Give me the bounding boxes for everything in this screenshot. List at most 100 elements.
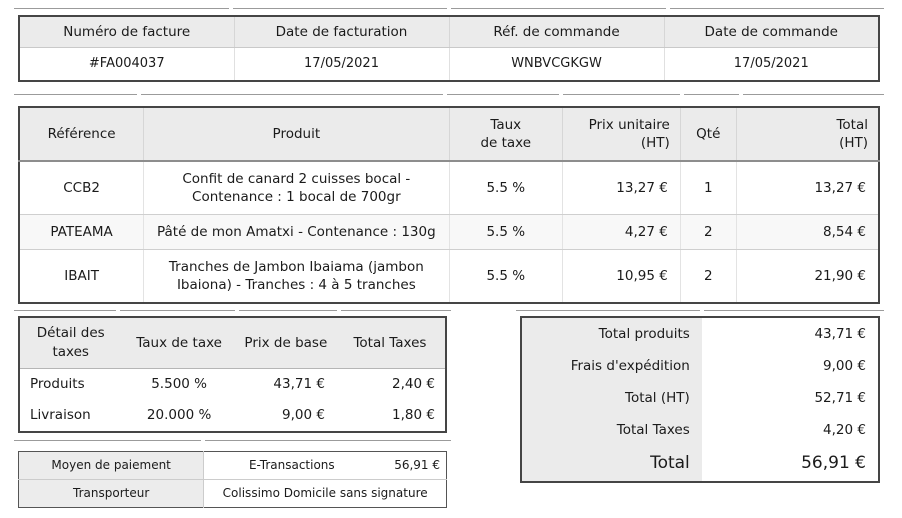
order-date-header: Date de commande	[664, 16, 879, 48]
product-description: Confit de canard 2 cuisses bocal - Conte…	[143, 161, 450, 215]
carrier-row: Transporteur Colissimo Domicile sans sig…	[18, 479, 447, 508]
tax-detail-row: Livraison 20.000 % 9,00 € 1,80 €	[19, 400, 446, 432]
tax-row-rate: 20.000 %	[146, 407, 212, 423]
rule-segment	[683, 94, 739, 95]
qty-header: Qté	[680, 107, 737, 162]
product-tax-rate: 5.5 %	[449, 161, 564, 215]
rule-segment	[669, 8, 884, 9]
rule-segment	[742, 94, 884, 95]
grand-total-value: 56,91 €	[801, 453, 866, 473]
tax-details-header-row: Détail des taxes Taux de taxe Prix de ba…	[19, 317, 446, 369]
reference-header: Référence	[19, 107, 145, 162]
base-price-header: Prix de base	[236, 317, 335, 369]
invoice-info-value-row: #FA004037 17/05/2021 WNBVCGKGW 17/05/202…	[19, 47, 879, 81]
table-top-rule	[14, 440, 451, 441]
tax-details-title: Détail des taxes	[19, 317, 122, 369]
total-taxes-value: 4,20 €	[823, 422, 866, 438]
product-row: CCB2 Confit de canard 2 cuisses bocal - …	[19, 161, 879, 215]
bottom-right-column: Total produits 43,71 € Frais d'expéditio…	[516, 310, 884, 508]
invoice-number-value: #FA004037	[19, 47, 235, 81]
payment-method-value: E-Transactions	[203, 451, 380, 480]
totals-row: Frais d'expédition 9,00 €	[521, 350, 879, 382]
total-header: Total (HT)	[736, 107, 879, 162]
tax-detail-row: Produits 5.500 % 43,71 € 2,40 €	[19, 369, 446, 401]
tax-rate-header: Taux de taxe	[121, 317, 237, 369]
rule-segment	[14, 94, 138, 95]
product-qty: 2	[680, 249, 737, 303]
product-unit-price: 10,95 €	[562, 249, 681, 303]
product-tax-rate: 5.5 %	[449, 249, 564, 303]
rule-segment	[14, 8, 229, 9]
rule-segment	[14, 440, 202, 441]
order-ref-header: Réf. de commande	[449, 16, 665, 48]
total-products-value: 43,71 €	[814, 326, 866, 342]
table-top-rule	[14, 94, 884, 95]
unit-price-header: Prix unitaire (HT)	[562, 107, 681, 162]
invoice-number-header: Numéro de facture	[19, 16, 235, 48]
tax-row-total: 1,80 €	[392, 407, 435, 423]
shipping-fees-label: Frais d'expédition	[521, 350, 702, 382]
invoice-page: Numéro de facture Date de facturation Ré…	[14, 8, 884, 508]
product-description: Pâté de mon Amatxi - Contenance : 130g	[143, 214, 450, 250]
product-header: Produit	[143, 107, 450, 162]
product-tax-rate: 5.5 %	[449, 214, 564, 250]
products-header-row: Référence Produit Taux de taxe Prix unit…	[19, 107, 879, 162]
product-row: IBAIT Tranches de Jambon Ibaiama (jambon…	[19, 249, 879, 303]
rule-segment	[447, 94, 560, 95]
total-taxes-header: Total Taxes	[334, 317, 446, 369]
tax-details-table: Détail des taxes Taux de taxe Prix de ba…	[18, 316, 447, 433]
product-total: 21,90 €	[814, 268, 866, 284]
rule-segment	[451, 8, 666, 9]
product-reference: PATEAMA	[19, 214, 145, 250]
payment-method-row: Moyen de paiement E-Transactions 56,91 €	[18, 451, 447, 480]
product-description: Tranches de Jambon Ibaiama (jambon Ibaio…	[143, 249, 450, 303]
total-ht-label: Total (HT)	[521, 382, 702, 414]
product-qty: 1	[680, 161, 737, 215]
tax-row-label: Livraison	[30, 407, 91, 423]
total-ht-value: 52,71 €	[814, 390, 866, 406]
product-total: 8,54 €	[736, 214, 879, 250]
product-row: PATEAMA Pâté de mon Amatxi - Contenance …	[19, 214, 879, 250]
tax-row-rate: 5.500 %	[151, 376, 207, 392]
payment-table: Moyen de paiement E-Transactions 56,91 €…	[18, 451, 447, 508]
rule-segment	[563, 94, 680, 95]
tax-row-base: 43,71 €	[273, 376, 325, 392]
payment-method-label: Moyen de paiement	[18, 451, 205, 480]
invoice-date-header: Date de facturation	[234, 16, 450, 48]
rule-segment	[516, 310, 700, 311]
rule-segment	[141, 94, 443, 95]
rule-segment	[340, 310, 451, 311]
tax-row-total: 2,40 €	[392, 376, 435, 392]
rule-segment	[205, 440, 451, 441]
order-ref-value: WNBVCGKGW	[449, 47, 665, 81]
rule-segment	[232, 8, 447, 9]
totals-row: Total (HT) 52,71 €	[521, 382, 879, 414]
payment-amount: 56,91 €	[379, 451, 447, 480]
grand-total-row: Total 56,91 €	[521, 446, 879, 482]
product-unit-price: 13,27 €	[562, 161, 681, 215]
invoice-info-header-row: Numéro de facture Date de facturation Ré…	[19, 16, 879, 48]
bottom-section: Détail des taxes Taux de taxe Prix de ba…	[14, 310, 884, 508]
rule-segment	[14, 310, 116, 311]
products-table: Référence Produit Taux de taxe Prix unit…	[18, 106, 880, 304]
product-total: 13,27 €	[736, 161, 879, 215]
order-date-value: 17/05/2021	[733, 56, 809, 71]
tax-row-base: 9,00 €	[282, 407, 325, 423]
tax-row-label: Produits	[30, 376, 85, 392]
totals-row: Total Taxes 4,20 €	[521, 414, 879, 446]
product-unit-price: 4,27 €	[562, 214, 681, 250]
invoice-date-value: 17/05/2021	[234, 47, 450, 81]
tax-rate-header: Taux de taxe	[449, 107, 564, 162]
total-taxes-label: Total Taxes	[521, 414, 702, 446]
product-reference: CCB2	[19, 161, 145, 215]
carrier-value: Colissimo Domicile sans signature	[222, 486, 428, 500]
table-top-rule	[516, 310, 884, 311]
table-top-rule	[14, 8, 884, 9]
total-products-label: Total produits	[521, 317, 702, 350]
shipping-fees-value: 9,00 €	[823, 358, 866, 374]
totals-table: Total produits 43,71 € Frais d'expéditio…	[520, 316, 880, 483]
rule-segment	[703, 310, 884, 311]
product-qty: 2	[680, 214, 737, 250]
table-top-rule	[14, 310, 451, 311]
bottom-left-column: Détail des taxes Taux de taxe Prix de ba…	[14, 310, 451, 508]
